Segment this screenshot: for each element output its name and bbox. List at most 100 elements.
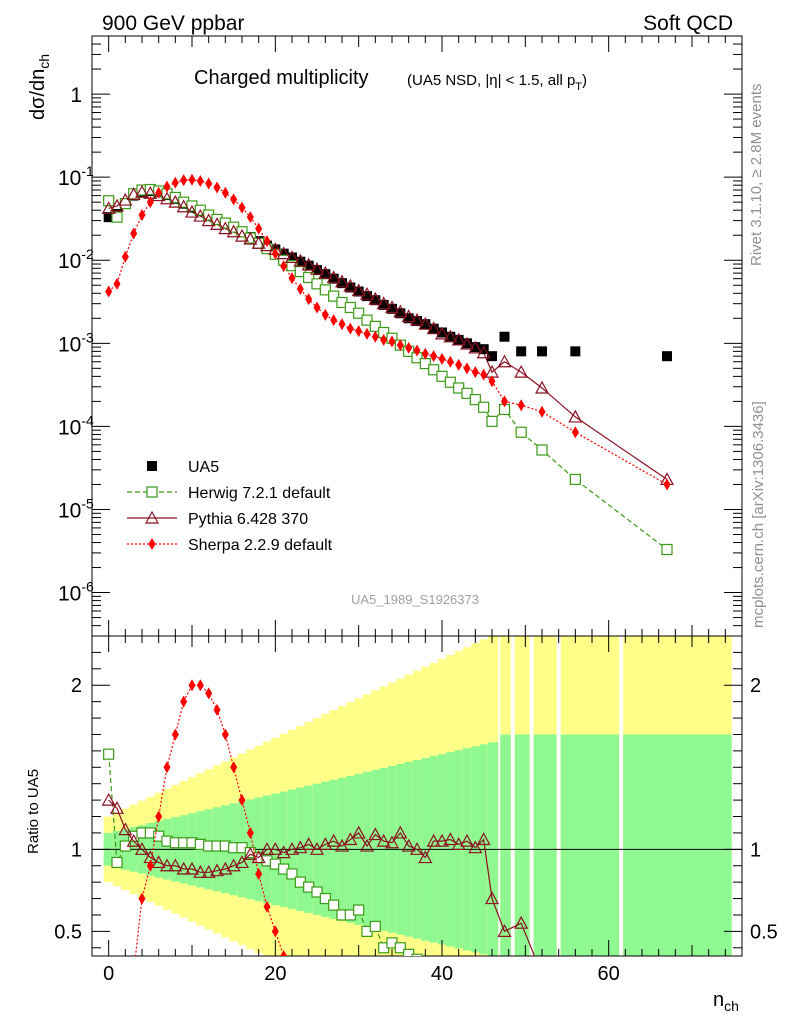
data-point xyxy=(384,835,400,849)
data-point xyxy=(243,847,258,860)
y-tick-exp: -6 xyxy=(81,579,94,595)
data-point xyxy=(418,850,433,864)
header-right: Soft QCD xyxy=(643,12,733,35)
data-point xyxy=(238,794,246,807)
data-point xyxy=(395,308,406,319)
data-point xyxy=(171,728,179,741)
data-point xyxy=(478,401,490,413)
data-point xyxy=(280,260,288,273)
rivet-label: Rivet 3.1.10, ≥ 2.8M events xyxy=(748,84,765,267)
x-tick-label: 20 xyxy=(264,963,286,985)
y-tick-label: 10-6 xyxy=(58,579,94,606)
ratio-series-group xyxy=(101,679,544,969)
data-point xyxy=(401,309,416,323)
data-point xyxy=(294,265,306,278)
data-point xyxy=(384,300,400,314)
data-point xyxy=(168,858,183,872)
data-point xyxy=(393,825,408,839)
plot-subtitle: (UA5 NSD, |η| < 1.5, all pT) xyxy=(407,72,587,93)
series-line xyxy=(108,179,668,485)
x-tick-label: 60 xyxy=(598,963,620,985)
data-point xyxy=(443,832,458,846)
data-point xyxy=(319,892,331,905)
data-point xyxy=(330,314,338,327)
data-point xyxy=(311,278,323,290)
ratio-tick-label-right: 1 xyxy=(750,839,761,861)
data-point xyxy=(353,904,365,916)
data-point xyxy=(376,296,391,310)
data-point xyxy=(428,323,439,334)
ratio-y-label: Ratio to UA5 xyxy=(25,769,42,854)
data-point xyxy=(251,236,266,249)
data-point xyxy=(409,312,425,326)
data-point xyxy=(293,253,308,267)
data-point xyxy=(455,358,463,371)
data-point xyxy=(138,209,146,222)
data-point xyxy=(295,256,306,267)
data-point xyxy=(487,351,497,362)
x-axis-label: nch xyxy=(713,989,739,1014)
data-point xyxy=(246,826,254,839)
band-inner xyxy=(623,734,732,956)
data-point xyxy=(296,283,304,296)
data-point xyxy=(412,316,422,327)
y-tick-label: 10-3 xyxy=(58,329,94,356)
data-point xyxy=(193,208,208,222)
data-point xyxy=(405,341,413,354)
data-point xyxy=(201,213,216,227)
data-point xyxy=(205,177,213,190)
y-tick-base: 10 xyxy=(58,416,81,439)
data-point xyxy=(103,212,114,223)
data-point xyxy=(188,173,196,186)
data-point xyxy=(532,958,544,969)
data-point xyxy=(538,405,546,418)
data-point xyxy=(111,856,123,869)
data-point xyxy=(446,355,454,368)
data-point xyxy=(461,387,473,399)
data-point xyxy=(326,270,341,284)
data-point xyxy=(359,286,375,300)
data-point xyxy=(444,376,456,388)
data-point xyxy=(193,865,208,878)
data-point xyxy=(344,301,356,314)
data-point xyxy=(343,832,358,846)
data-point xyxy=(268,842,283,855)
data-point xyxy=(303,260,314,271)
data-point xyxy=(118,822,133,836)
plot-subtitle-text: (UA5 NSD, |η| < 1.5, all p xyxy=(407,72,575,89)
data-point xyxy=(536,444,548,456)
y-tick-label: 10-5 xyxy=(58,495,94,522)
data-point xyxy=(478,344,489,355)
data-point xyxy=(163,761,171,774)
data-point xyxy=(126,187,141,201)
data-point xyxy=(176,861,191,875)
data-point xyxy=(445,331,456,342)
data-point xyxy=(321,308,329,321)
data-point xyxy=(345,282,356,293)
data-point xyxy=(319,284,331,296)
y-axis-label: dσ/dnch xyxy=(27,54,52,120)
y-tick-base: 10 xyxy=(58,167,81,190)
data-point xyxy=(311,886,323,898)
data-point xyxy=(534,380,550,394)
data-point xyxy=(568,409,583,423)
mcplots-label: mcplots.cern.ch [arXiv:1306.3436] xyxy=(750,401,767,628)
data-point xyxy=(209,863,225,877)
data-point xyxy=(180,695,188,708)
data-point xyxy=(288,272,296,285)
data-point xyxy=(287,252,297,263)
data-point xyxy=(394,942,406,954)
y-tick-exp: -4 xyxy=(81,412,94,428)
legend-label: Herwig 7.2.1 default xyxy=(188,485,331,502)
data-point xyxy=(370,295,381,306)
data-point xyxy=(134,184,150,198)
data-point xyxy=(334,274,350,288)
data-point xyxy=(459,833,475,847)
data-point xyxy=(514,915,529,929)
x-axis-label-main: n xyxy=(713,989,724,1011)
data-point xyxy=(351,825,366,839)
data-point xyxy=(243,231,258,245)
data-point xyxy=(218,221,233,235)
data-point xyxy=(663,478,671,491)
